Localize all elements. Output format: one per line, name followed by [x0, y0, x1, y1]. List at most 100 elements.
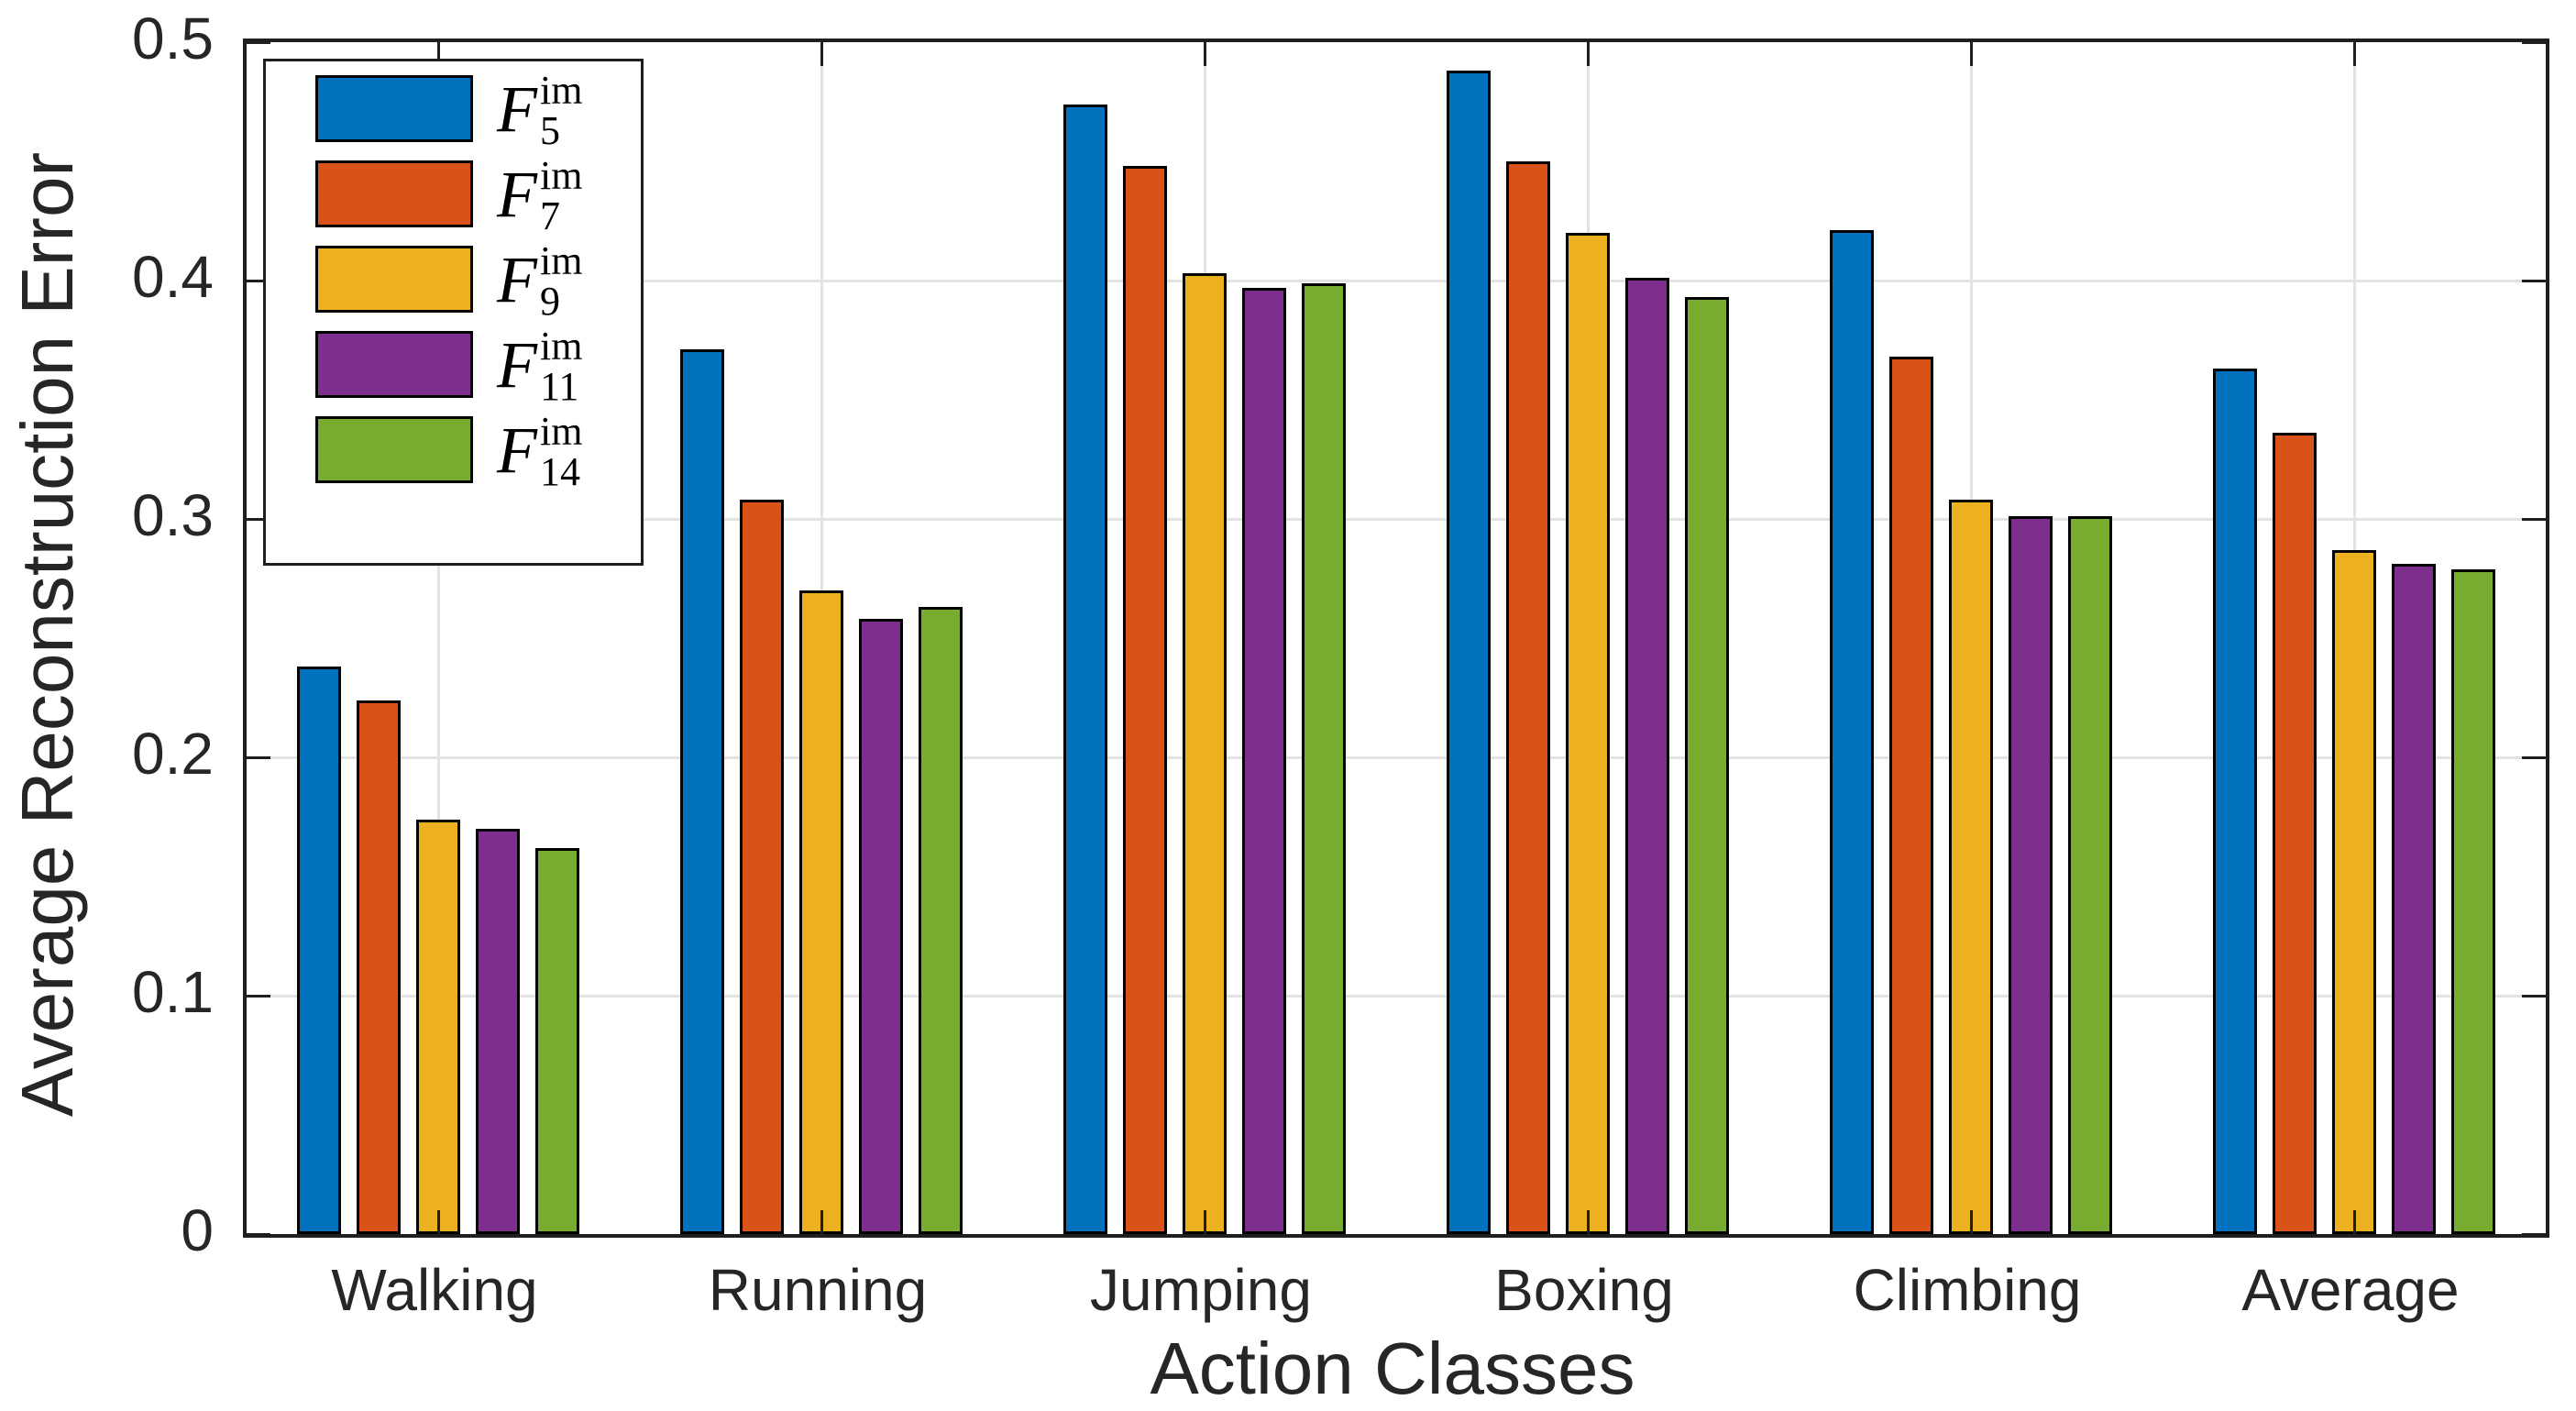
legend-superscript: im — [539, 323, 583, 369]
bar-running-s5 — [919, 607, 963, 1234]
y-gridline — [247, 994, 2546, 998]
legend-superscript: im — [539, 237, 583, 283]
bar-boxing-s3 — [1566, 233, 1610, 1234]
bar-climbing-s3 — [1949, 500, 1993, 1234]
x-tick-mark — [820, 1210, 823, 1234]
x-tick-label-average: Average — [2241, 1257, 2460, 1323]
bar-running-s3 — [799, 590, 843, 1234]
x-tick-mark — [1969, 42, 1973, 66]
y-tick-mark — [247, 755, 270, 759]
bar-boxing-s1 — [1447, 71, 1491, 1234]
legend-symbol: F — [497, 413, 537, 487]
x-tick-mark — [820, 42, 823, 66]
legend-symbol: F — [497, 242, 537, 316]
bar-running-s2 — [740, 500, 784, 1234]
legend-subscript: 11 — [539, 363, 579, 409]
y-tick-mark — [2522, 40, 2546, 44]
legend-supsub: im 5 — [539, 67, 583, 153]
bar-average-s5 — [2451, 569, 2495, 1234]
legend-superscript: im — [539, 408, 583, 454]
y-tick-mark — [2522, 1232, 2546, 1236]
bar-average-s4 — [2392, 564, 2436, 1234]
x-tick-mark — [2352, 1210, 2356, 1234]
x-tick-mark — [1586, 42, 1590, 66]
y-tick-mark — [247, 279, 270, 282]
bar-running-s4 — [859, 619, 903, 1234]
y-tick-label: 0.4 — [132, 244, 214, 310]
bar-climbing-s1 — [1830, 230, 1874, 1234]
legend-subscript: 9 — [539, 278, 560, 324]
legend-swatch — [315, 416, 473, 483]
y-tick-mark — [2522, 994, 2546, 998]
legend-symbol: F — [497, 157, 537, 231]
x-gridline — [436, 42, 440, 1234]
legend-symbol: F — [497, 327, 537, 402]
y-axis-title: Average Reconstruction Error — [6, 151, 88, 1118]
bar-jumping-s1 — [1063, 105, 1107, 1234]
y-tick-mark — [247, 40, 270, 44]
legend-swatch — [315, 75, 473, 142]
y-tick-label: 0.2 — [132, 721, 214, 787]
x-tick-mark — [1203, 1210, 1206, 1234]
bar-climbing-s4 — [2009, 516, 2053, 1234]
bar-climbing-s5 — [2068, 516, 2112, 1234]
legend-swatch — [315, 246, 473, 313]
legend-symbol: F — [497, 72, 537, 146]
y-tick-mark — [247, 994, 270, 998]
y-tick-label: 0.1 — [132, 959, 214, 1025]
bar-boxing-s5 — [1685, 297, 1729, 1234]
legend-swatch — [315, 331, 473, 398]
legend-supsub: im 7 — [539, 155, 582, 238]
x-tick-label-climbing: Climbing — [1853, 1257, 2082, 1323]
y-gridline — [247, 755, 2546, 759]
bar-walking-s4 — [476, 829, 520, 1234]
x-tick-mark — [2352, 42, 2356, 66]
y-tick-mark — [2522, 755, 2546, 759]
bar-average-s2 — [2273, 433, 2317, 1234]
bar-jumping-s2 — [1123, 166, 1167, 1234]
y-tick-mark — [247, 517, 270, 521]
legend-subscript: 7 — [539, 193, 560, 238]
legend-swatch — [315, 160, 473, 227]
x-tick-mark — [436, 42, 440, 66]
bar-walking-s3 — [416, 820, 460, 1234]
y-tick-label: 0.5 — [132, 6, 214, 72]
bar-boxing-s4 — [1625, 278, 1669, 1234]
x-tick-label-boxing: Boxing — [1494, 1257, 1674, 1323]
x-tick-mark — [1969, 1210, 1973, 1234]
bar-average-s3 — [2332, 550, 2376, 1234]
legend-supsub: im 11 — [539, 323, 583, 409]
bar-jumping-s3 — [1183, 273, 1227, 1234]
legend-supsub: im 9 — [539, 237, 583, 324]
bar-jumping-s5 — [1302, 283, 1346, 1234]
bar-running-s1 — [680, 349, 724, 1234]
legend-subscript: 14 — [539, 448, 580, 494]
legend-subscript: 5 — [539, 107, 560, 153]
bar-boxing-s2 — [1506, 161, 1550, 1234]
bar-walking-s1 — [297, 667, 341, 1234]
y-tick-mark — [247, 1232, 270, 1236]
bar-walking-s5 — [535, 848, 579, 1234]
x-tick-mark — [1203, 42, 1206, 66]
legend-supsub: im 14 — [539, 408, 583, 494]
bar-walking-s2 — [357, 700, 401, 1234]
y-tick-mark — [2522, 517, 2546, 521]
y-tick-label: 0 — [181, 1197, 214, 1263]
y-gridline — [247, 279, 2546, 282]
x-axis-title: Action Classes — [1150, 1328, 1635, 1409]
bar-average-s1 — [2213, 369, 2257, 1234]
y-tick-mark — [2522, 279, 2546, 282]
legend-superscript: im — [539, 67, 583, 113]
y-tick-label: 0.3 — [132, 482, 214, 548]
